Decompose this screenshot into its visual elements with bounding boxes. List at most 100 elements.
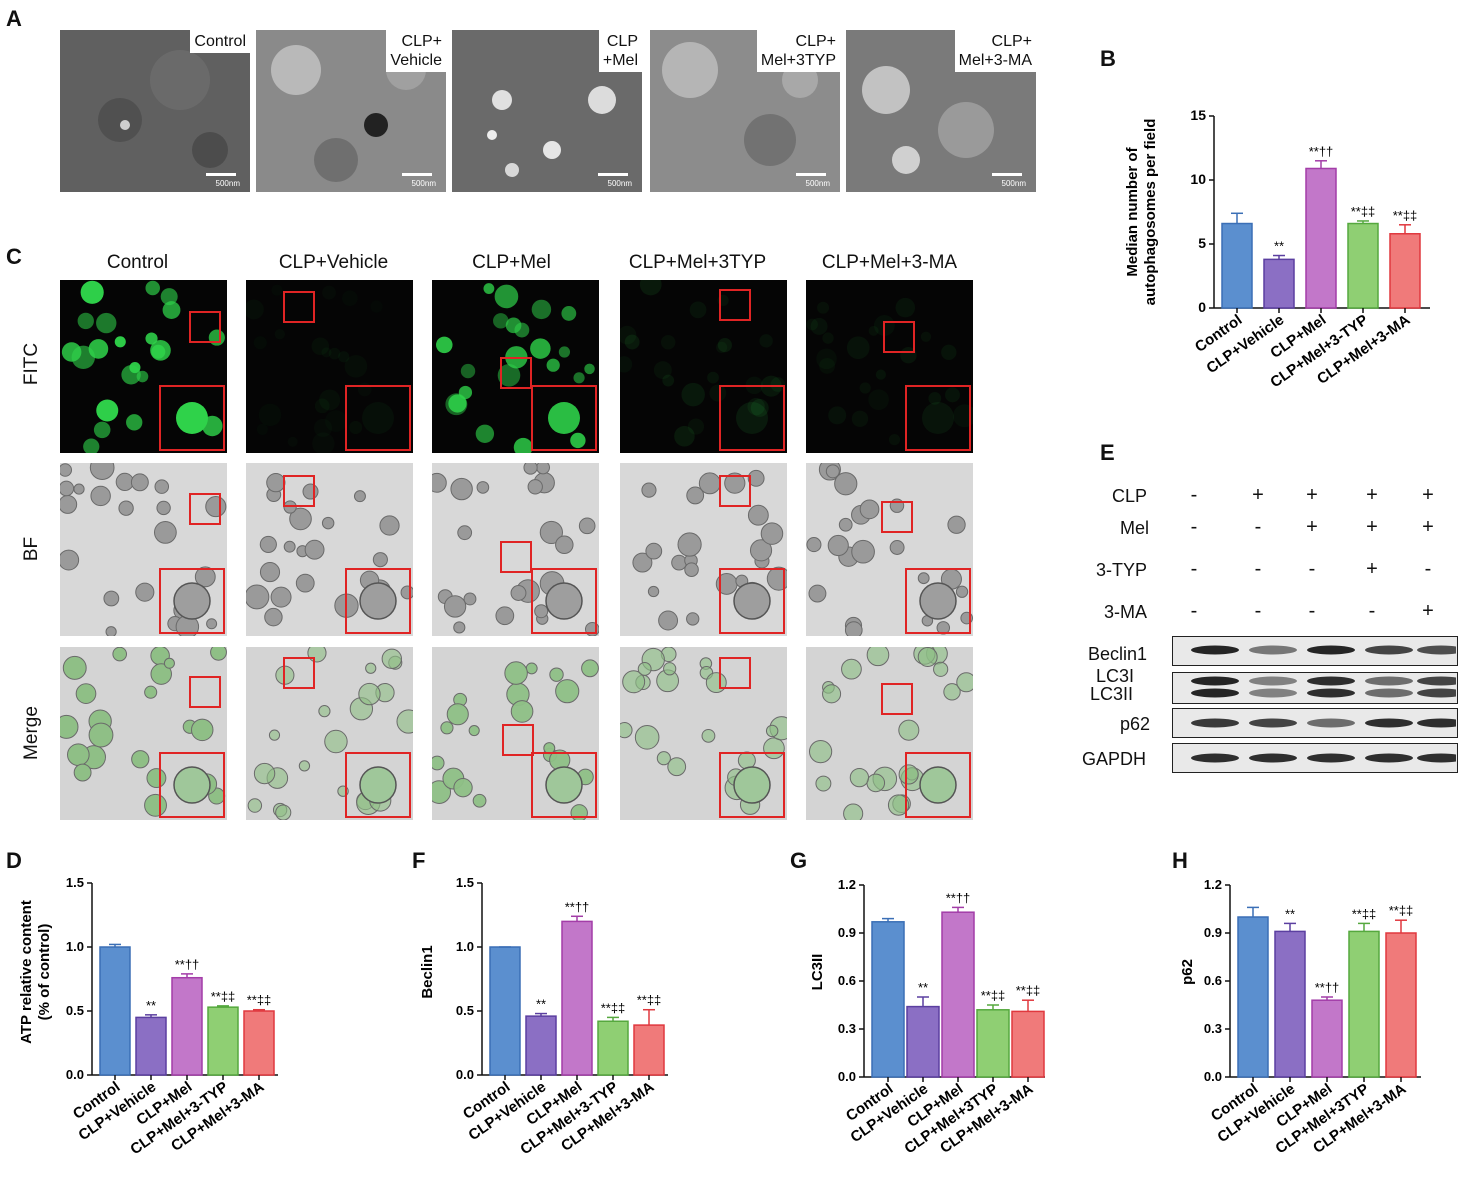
micro-tile-merge <box>806 647 973 820</box>
band-label-lc3ii: LC3II <box>1090 684 1134 704</box>
y-tick-label: 0.5 <box>456 1003 474 1018</box>
scale-text: 500nm <box>411 179 436 188</box>
chart-b: 0 5 10 15 Median number ofautophagosomes per… <box>1124 107 1430 391</box>
bar <box>941 911 975 1078</box>
y-axis-label: ATP relative content(% of control) <box>20 900 53 1044</box>
blot-band <box>1307 676 1355 686</box>
roi-box <box>719 475 751 507</box>
inset-box <box>159 568 225 634</box>
bar <box>1311 999 1343 1078</box>
scale-text: 500nm <box>1001 179 1026 188</box>
treatment-sign: + <box>1422 484 1434 506</box>
chart-h: 0.00.30.60.91.2p62Control**CLP+Vehicle**… <box>1179 877 1421 1157</box>
panel-letter-b: B <box>1100 46 1116 71</box>
y-tick-label: 1.5 <box>456 875 474 890</box>
bar <box>489 946 521 1076</box>
blot-band <box>1249 645 1297 655</box>
significance-label: **‡‡ <box>981 988 1006 1003</box>
roi-box <box>283 475 315 507</box>
treatment-label: 3-TYP <box>1096 560 1148 580</box>
y-tick-label: 15 <box>1190 107 1206 123</box>
bar <box>597 1020 629 1076</box>
y-tick-label: 0.0 <box>1204 1069 1222 1084</box>
significance-label: **‡‡ <box>247 993 272 1008</box>
blot-band <box>1365 676 1413 686</box>
y-axis-label: p62 <box>1179 959 1196 985</box>
significance-label: **†† <box>565 899 590 914</box>
micro-tile-fitc <box>246 280 413 453</box>
em-label: CLP +Mel <box>598 30 642 72</box>
inset-box <box>719 752 785 818</box>
blot-band <box>1417 645 1460 655</box>
roi-box <box>500 541 532 573</box>
roi-box <box>881 683 913 715</box>
y-tick-label: 5 <box>1198 235 1206 251</box>
treatment-label: CLP <box>1112 486 1148 506</box>
band-label-gapdh: GAPDH <box>1082 749 1147 769</box>
roi-box <box>500 357 532 389</box>
inset-box <box>905 568 971 634</box>
y-tick-label: 1.2 <box>838 877 856 892</box>
bar <box>1385 932 1417 1078</box>
roi-box <box>283 657 315 689</box>
y-tick-label: 0.6 <box>838 973 856 988</box>
blot-band <box>1191 676 1239 686</box>
c-col-label-control: Control <box>106 252 169 273</box>
significance-label: **†† <box>1309 144 1334 159</box>
roi-box <box>881 501 913 533</box>
em-label: CLP+ Mel+3TYP <box>756 30 840 72</box>
micro-tile-merge <box>60 647 227 820</box>
inset-box <box>531 568 597 634</box>
blot-band <box>1191 645 1239 655</box>
micro-tile-merge <box>432 647 599 820</box>
significance-label: **†† <box>946 890 971 905</box>
blot-band <box>1307 688 1355 698</box>
inset-box <box>345 385 411 451</box>
significance-label: ** <box>1274 239 1284 254</box>
panel-letter-e: E <box>1100 440 1115 465</box>
bar <box>1305 167 1337 309</box>
treatment-sign: - <box>1254 600 1262 622</box>
blot-beclin1 <box>1172 636 1460 666</box>
scale-bar <box>402 173 432 176</box>
c-col-label-clp-vehicle: CLP+Vehicle <box>278 252 389 273</box>
scale-bar <box>796 173 826 176</box>
bar <box>243 1010 275 1076</box>
blot-band <box>1417 676 1460 686</box>
y-tick-label: 10 <box>1190 171 1206 187</box>
blot-band <box>1249 676 1297 686</box>
micro-tile-fitc <box>60 280 227 453</box>
micro-tile-bf <box>620 463 787 636</box>
roi-box <box>189 676 221 708</box>
c-row-label-merge: Merge <box>21 706 42 760</box>
panel-letter-h: H <box>1172 848 1188 873</box>
bar <box>1011 1010 1045 1078</box>
treatment-sign: - <box>1190 600 1198 622</box>
y-tick-label: 0.3 <box>838 1021 856 1036</box>
treatment-sign: + <box>1422 516 1434 538</box>
inset-box <box>159 385 225 451</box>
treatment-sign: - <box>1190 558 1198 580</box>
blot-band <box>1307 718 1355 728</box>
significance-label: **†† <box>1315 980 1340 995</box>
band-label-lc3i: LC3I <box>1096 666 1135 686</box>
roi-box <box>883 321 915 353</box>
bar <box>207 1006 239 1076</box>
y-tick-label: 1.2 <box>1204 877 1222 892</box>
panel-letter-d: D <box>6 848 22 873</box>
significance-label: ** <box>146 998 156 1013</box>
roi-box <box>719 289 751 321</box>
bar <box>871 921 905 1078</box>
treatment-sign: - <box>1254 558 1262 580</box>
em-label: Control <box>190 30 250 53</box>
bar <box>1347 222 1379 309</box>
micro-tile-fitc <box>806 280 973 453</box>
treatment-sign: - <box>1254 516 1262 538</box>
c-col-label-clp-mel: CLP+Mel <box>472 252 551 273</box>
treatment-label: 3-MA <box>1104 602 1148 622</box>
roi-box <box>189 311 221 343</box>
inset-box <box>719 568 785 634</box>
y-tick-label: 0.9 <box>838 925 856 940</box>
micro-tile-bf <box>432 463 599 636</box>
blot-band <box>1307 645 1355 655</box>
